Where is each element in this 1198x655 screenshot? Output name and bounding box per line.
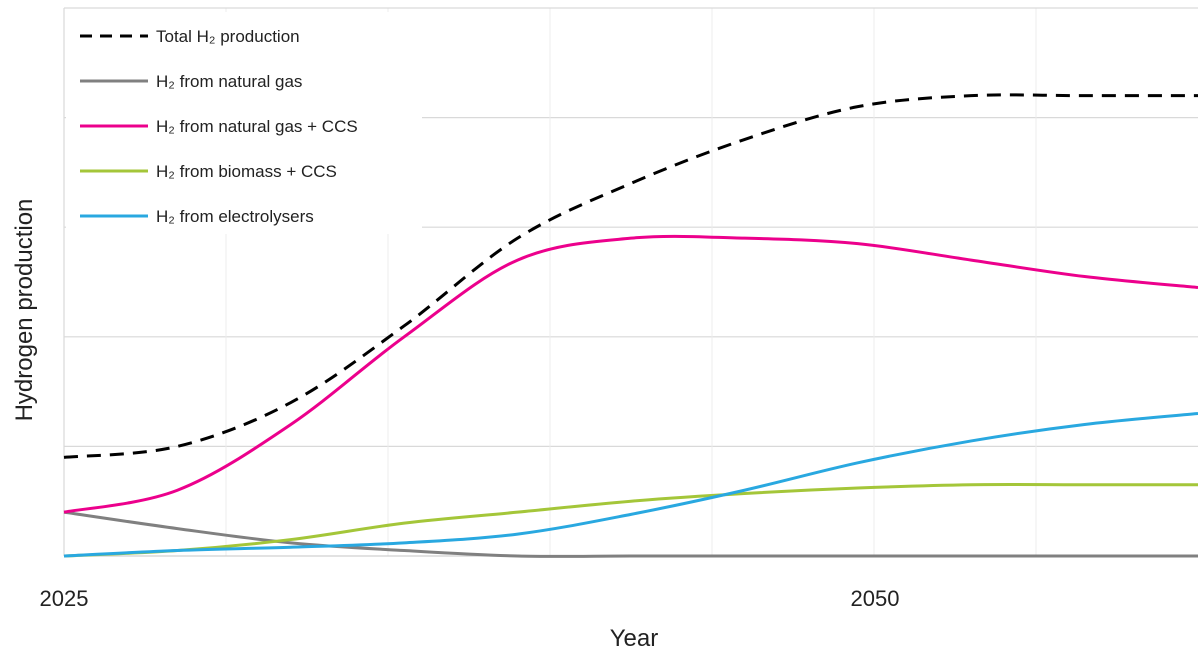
series-line	[63, 93, 1198, 459]
series-line	[63, 510, 1198, 558]
legend-label: H₂ from natural gas + CCS	[156, 117, 358, 136]
series-line	[63, 483, 1198, 558]
y-axis-label: Hydrogen production	[11, 199, 38, 422]
x-axis-label: Year	[610, 625, 659, 652]
series-lines	[63, 93, 1198, 558]
legend: Total H₂ production H₂ from natural gas H₂…	[66, 12, 422, 234]
legend-label: H₂ from natural gas	[156, 72, 302, 91]
legend-label: H₂ from electrolysers	[156, 207, 314, 226]
series-line	[63, 234, 1198, 514]
legend-background	[66, 12, 422, 234]
legend-label: Total H₂ production	[156, 27, 300, 46]
x-tick-labels: 2025 2050	[40, 586, 900, 611]
x-tick-label: 2050	[851, 586, 900, 611]
legend-label: H₂ from biomass + CCS	[156, 162, 337, 181]
series-line	[63, 412, 1198, 558]
x-tick-label: 2025	[40, 586, 89, 611]
